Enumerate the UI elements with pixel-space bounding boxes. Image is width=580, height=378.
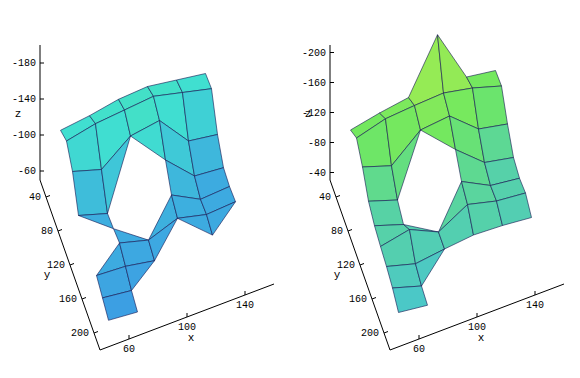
- svg-text:-120: -120: [302, 108, 326, 119]
- svg-text:200: 200: [71, 328, 89, 339]
- svg-text:80: 80: [41, 226, 53, 237]
- svg-text:140: 140: [236, 300, 254, 311]
- svg-text:y: y: [44, 269, 51, 281]
- svg-text:y: y: [334, 269, 341, 281]
- svg-text:-80: -80: [308, 138, 326, 149]
- svg-text:-180: -180: [12, 58, 36, 69]
- svg-text:60: 60: [413, 344, 425, 355]
- svg-text:-160: -160: [302, 78, 326, 89]
- svg-text:40: 40: [29, 192, 41, 203]
- svg-text:140: 140: [526, 300, 544, 311]
- svg-text:100: 100: [468, 322, 486, 333]
- svg-text:x: x: [478, 332, 485, 344]
- svg-text:100: 100: [178, 322, 196, 333]
- svg-text:-200: -200: [302, 48, 326, 59]
- svg-text:120: 120: [337, 260, 355, 271]
- svg-text:z: z: [305, 108, 312, 120]
- svg-text:-40: -40: [308, 168, 326, 179]
- svg-text:120: 120: [47, 260, 65, 271]
- svg-text:x: x: [188, 332, 195, 344]
- svg-text:40: 40: [319, 192, 331, 203]
- svg-text:-60: -60: [18, 166, 36, 177]
- svg-text:80: 80: [331, 226, 343, 237]
- svg-text:60: 60: [123, 344, 135, 355]
- svg-text:-140: -140: [12, 94, 36, 105]
- svg-text:z: z: [15, 108, 22, 120]
- svg-text:-100: -100: [12, 130, 36, 141]
- svg-text:160: 160: [59, 294, 77, 305]
- svg-text:200: 200: [361, 328, 379, 339]
- svg-text:160: 160: [349, 294, 367, 305]
